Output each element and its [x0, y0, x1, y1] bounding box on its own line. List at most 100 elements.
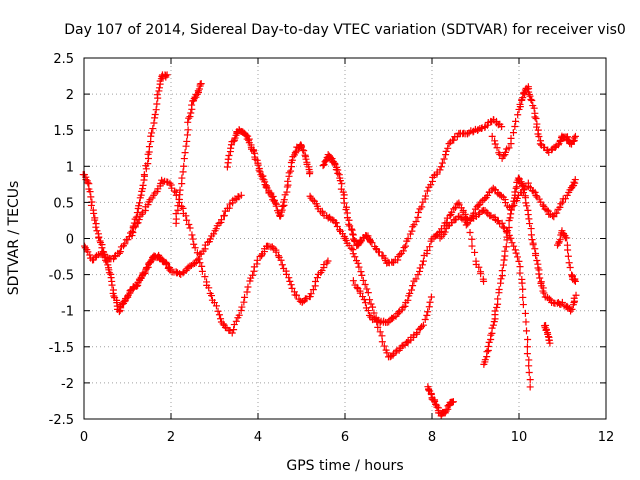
data-point — [436, 166, 444, 174]
data-point — [426, 243, 434, 251]
data-point — [153, 100, 161, 108]
data-point — [188, 101, 196, 109]
data-point — [380, 342, 388, 350]
data-point — [280, 196, 288, 204]
data-point — [285, 169, 293, 177]
data-point — [279, 202, 287, 210]
data-point — [180, 155, 188, 163]
data-point — [237, 191, 245, 199]
data-point — [108, 281, 116, 289]
data-point — [246, 277, 254, 285]
data-point — [526, 383, 534, 391]
data-point — [277, 256, 285, 264]
data-point — [370, 309, 378, 317]
data-point — [171, 187, 179, 195]
data-point — [536, 140, 544, 148]
data-point — [442, 147, 450, 155]
data-point — [426, 298, 434, 306]
data-point — [525, 91, 533, 99]
data-point — [110, 292, 118, 300]
data-point — [145, 143, 153, 151]
data-point — [298, 143, 306, 151]
data-point — [511, 122, 519, 130]
data-point — [241, 293, 249, 301]
data-point — [488, 132, 496, 140]
data-point — [135, 202, 143, 210]
data-point — [278, 261, 286, 269]
data-point — [493, 303, 501, 311]
data-point — [134, 219, 142, 227]
data-point — [354, 259, 362, 267]
data-point — [147, 257, 155, 265]
data-point — [291, 149, 299, 157]
data-point — [535, 195, 543, 203]
data-point — [86, 251, 94, 259]
data-point — [363, 285, 371, 293]
data-point — [347, 244, 355, 252]
series-track-11 — [488, 83, 579, 162]
data-point — [546, 339, 554, 347]
data-point — [495, 285, 503, 293]
data-point — [364, 289, 372, 297]
data-point — [502, 243, 510, 251]
data-point — [253, 156, 261, 164]
data-point — [525, 369, 533, 377]
data-point — [570, 276, 578, 284]
data-point — [512, 184, 520, 192]
data-point — [512, 249, 520, 257]
data-point — [124, 236, 132, 244]
x-tick-label: 4 — [254, 430, 262, 445]
data-point — [176, 270, 184, 278]
data-point — [501, 247, 509, 255]
data-point — [451, 204, 459, 212]
data-point — [254, 161, 262, 169]
data-point — [522, 318, 530, 326]
data-point — [121, 240, 129, 248]
data-point — [174, 202, 182, 210]
data-point — [513, 253, 521, 261]
data-point — [498, 219, 506, 227]
data-point — [475, 263, 483, 271]
data-point — [525, 215, 533, 223]
data-point — [240, 298, 248, 306]
data-point — [519, 301, 527, 309]
data-point — [183, 216, 191, 224]
data-point — [412, 218, 420, 226]
data-point — [475, 210, 483, 218]
data-point — [225, 204, 233, 212]
data-point — [558, 298, 566, 306]
data-point — [224, 155, 232, 163]
data-point — [493, 144, 501, 152]
data-point — [509, 129, 517, 137]
data-point — [214, 307, 222, 315]
data-point — [513, 194, 521, 202]
data-point — [519, 285, 527, 293]
data-point — [438, 159, 446, 167]
data-point — [125, 233, 133, 241]
x-tick-labels: 0 2 4 6 8 10 12 — [80, 430, 614, 445]
data-point — [418, 261, 426, 269]
data-point — [367, 300, 375, 308]
data-point — [230, 137, 238, 145]
series-track-15 — [540, 321, 554, 347]
data-point — [565, 259, 573, 267]
y-tick-label: 2 — [66, 88, 74, 103]
x-tick-label: 12 — [598, 430, 615, 445]
data-point — [349, 230, 357, 238]
data-point — [330, 159, 338, 167]
y-tick-label: -1.5 — [49, 341, 74, 356]
data-point — [190, 240, 198, 248]
data-point — [523, 343, 531, 351]
data-point — [201, 273, 209, 281]
data-point — [491, 137, 499, 145]
data-point — [444, 222, 452, 230]
data-point — [136, 199, 144, 207]
series-track-8 — [349, 199, 488, 327]
data-point — [437, 163, 445, 171]
series-track-13 — [462, 176, 579, 229]
data-point — [365, 311, 373, 319]
data-point — [527, 225, 535, 233]
data-point — [550, 213, 558, 221]
data-point — [425, 303, 433, 311]
